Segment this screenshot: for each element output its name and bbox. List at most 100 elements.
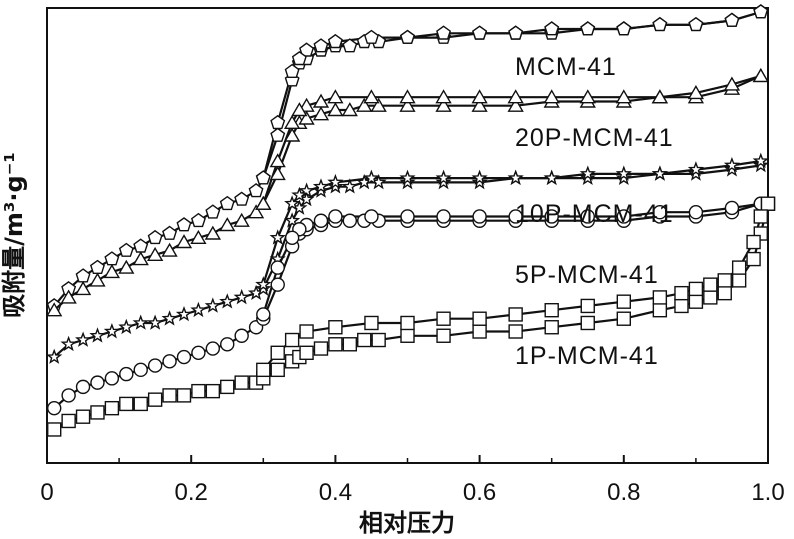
data-point xyxy=(580,21,596,36)
series-layer xyxy=(46,4,776,437)
data-point xyxy=(436,25,452,40)
data-point xyxy=(61,388,76,403)
data-point xyxy=(435,97,452,112)
data-point xyxy=(399,169,416,186)
data-point xyxy=(507,97,524,112)
data-point xyxy=(371,332,386,348)
x-axis-ticks: 0 0.2 0.4 0.6 0.8 1.0 xyxy=(40,455,785,506)
data-point xyxy=(731,260,747,275)
data-point xyxy=(104,400,120,416)
data-point xyxy=(328,320,343,335)
data-point xyxy=(328,337,343,352)
data-point xyxy=(357,332,372,348)
data-point xyxy=(544,303,559,318)
x-tick-label: 0.6 xyxy=(463,479,496,506)
data-point xyxy=(119,366,134,382)
data-point xyxy=(687,165,705,181)
data-point xyxy=(472,311,487,326)
data-point xyxy=(435,169,452,186)
data-point xyxy=(147,392,163,407)
data-point xyxy=(161,310,178,326)
data-point xyxy=(616,294,631,309)
data-point xyxy=(219,195,235,211)
data-point xyxy=(508,307,523,322)
data-point xyxy=(363,89,380,104)
data-point xyxy=(471,173,488,190)
x-tick-label: 1.0 xyxy=(751,479,784,506)
data-point xyxy=(687,161,704,177)
data-point xyxy=(312,93,330,108)
data-point xyxy=(176,349,192,365)
data-point xyxy=(508,209,523,224)
data-point xyxy=(723,161,740,177)
data-point xyxy=(327,102,344,117)
data-point xyxy=(205,383,221,399)
data-point xyxy=(103,322,121,339)
data-point xyxy=(46,302,63,317)
data-point xyxy=(471,169,488,186)
data-point xyxy=(688,281,704,297)
series-mcm-41 xyxy=(46,4,769,313)
data-point xyxy=(284,195,301,211)
data-point xyxy=(234,375,249,390)
data-point xyxy=(191,383,206,399)
data-point xyxy=(313,213,329,228)
x-tick-label: 0.4 xyxy=(319,479,352,506)
data-point xyxy=(652,303,668,318)
data-point xyxy=(270,114,286,130)
data-point xyxy=(176,217,192,232)
data-point xyxy=(118,259,135,274)
data-point xyxy=(247,204,265,219)
data-point xyxy=(147,358,163,373)
series-10p-mcm-41 xyxy=(46,152,769,364)
data-point xyxy=(616,209,631,224)
data-point xyxy=(746,251,761,267)
data-point xyxy=(299,324,314,339)
data-point xyxy=(507,169,524,186)
data-point xyxy=(256,307,271,322)
data-point xyxy=(205,341,221,356)
data-point xyxy=(299,42,315,57)
data-point xyxy=(327,173,344,190)
data-point xyxy=(89,259,105,274)
data-point xyxy=(269,229,286,245)
data-point xyxy=(161,242,178,257)
data-point xyxy=(147,229,163,245)
data-point xyxy=(89,327,106,343)
data-point xyxy=(220,337,235,352)
data-point xyxy=(190,301,207,318)
data-point xyxy=(508,25,524,40)
data-point xyxy=(313,38,329,53)
data-point xyxy=(342,38,358,53)
data-point xyxy=(436,311,451,326)
data-point xyxy=(752,67,769,83)
series-5p-mcm-41 xyxy=(47,196,768,416)
data-point xyxy=(298,110,315,125)
data-point xyxy=(176,388,192,403)
data-point xyxy=(356,97,373,112)
data-point xyxy=(234,191,250,206)
data-point xyxy=(90,375,105,390)
data-point xyxy=(724,200,740,216)
data-point xyxy=(313,341,329,356)
data-point xyxy=(270,362,285,378)
data-point xyxy=(687,84,705,100)
data-point xyxy=(652,16,668,32)
data-point xyxy=(255,170,271,185)
data-point xyxy=(544,320,559,335)
data-point xyxy=(291,51,307,66)
data-point xyxy=(219,217,236,232)
data-point xyxy=(436,209,451,224)
data-point xyxy=(674,285,689,301)
data-point xyxy=(580,298,595,314)
desorption-line xyxy=(262,203,769,371)
y-axis-title: 吸附量/m³·g⁻¹ xyxy=(0,152,28,318)
data-point xyxy=(435,173,452,190)
data-point xyxy=(399,97,416,112)
data-point xyxy=(652,290,668,305)
data-point xyxy=(162,225,178,240)
data-point xyxy=(327,33,343,49)
data-point xyxy=(688,294,704,309)
data-point xyxy=(717,285,732,301)
data-point xyxy=(400,328,415,343)
